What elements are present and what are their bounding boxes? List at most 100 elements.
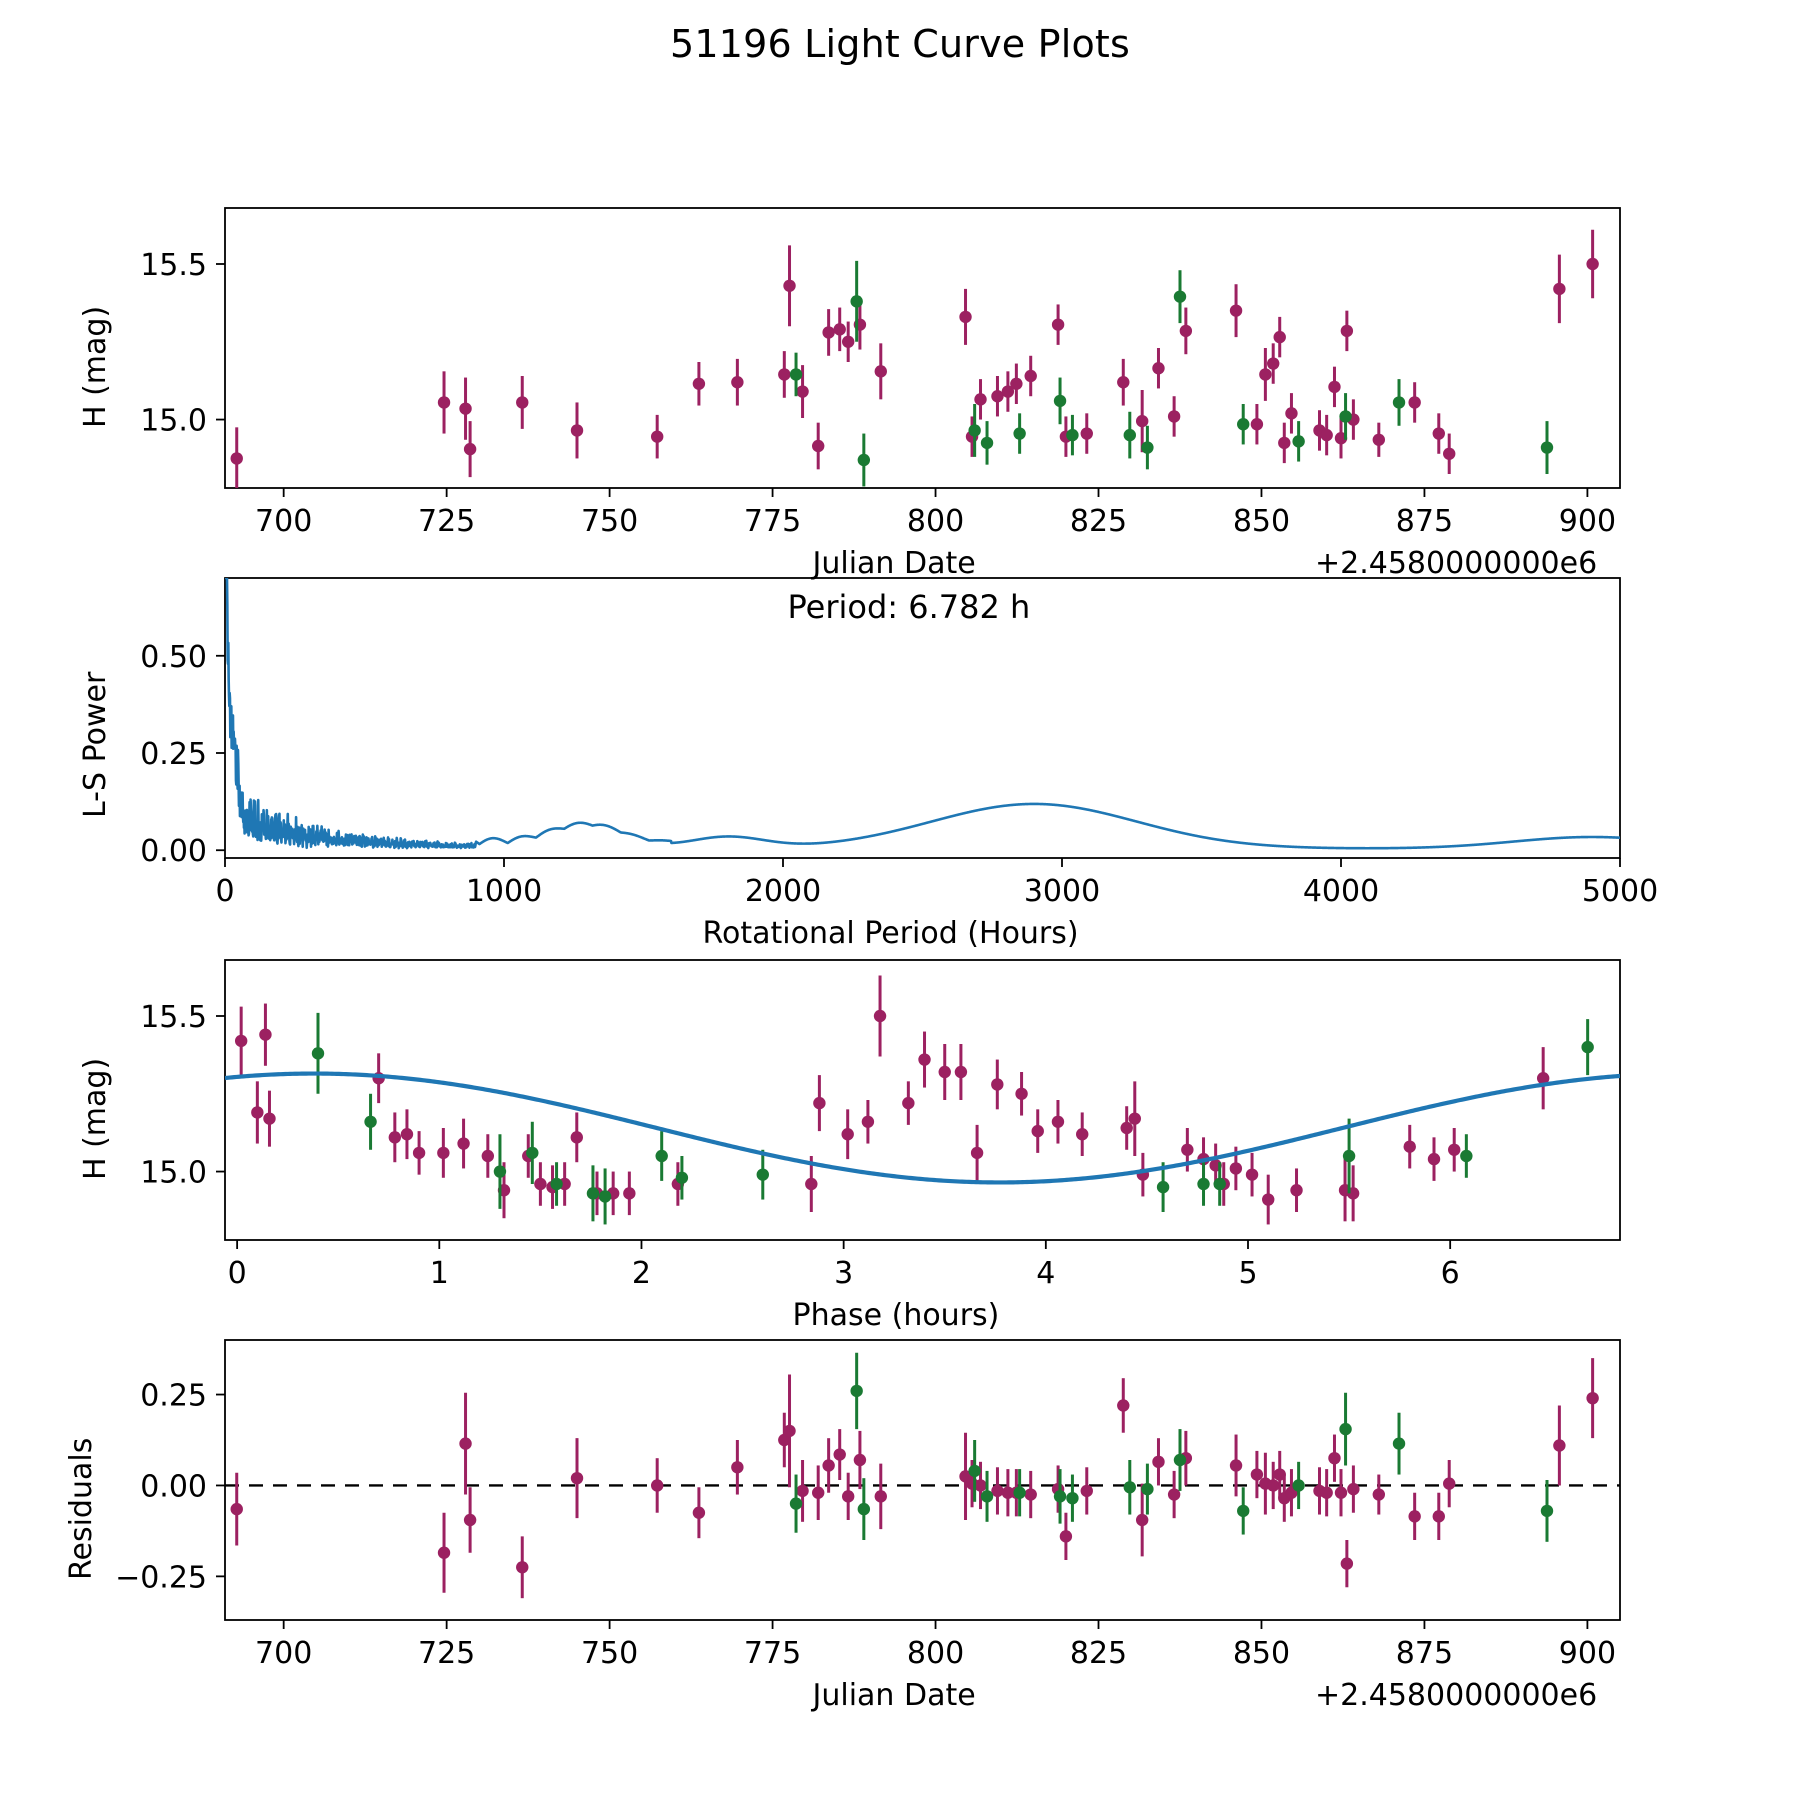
lightcurve-data-point — [778, 368, 791, 381]
lightcurve-data-point — [1273, 330, 1286, 344]
phase-data-point — [251, 1106, 264, 1119]
residuals-data-point — [1167, 1488, 1181, 1501]
lightcurve-x-tick-label: 875 — [1396, 504, 1453, 539]
residuals-data-point — [1152, 1455, 1165, 1469]
residuals-data-point — [1292, 1479, 1305, 1492]
phase-data-point — [570, 1131, 583, 1144]
lightcurve-data-point — [570, 424, 584, 437]
residuals-x-tick-label: 900 — [1559, 1636, 1616, 1671]
phase-data-point — [598, 1190, 612, 1203]
phase-data-point — [991, 1078, 1004, 1091]
residuals-data-point — [1553, 1439, 1566, 1452]
phase-data-point — [756, 1168, 769, 1181]
lightcurve-data-point — [1292, 435, 1305, 448]
lightcurve-data-point — [692, 377, 706, 390]
lightcurve-data-point — [1339, 410, 1352, 423]
lightcurve-data-point — [1051, 318, 1065, 331]
phase-data-point — [311, 1047, 325, 1060]
residuals-data-point — [1372, 1488, 1386, 1501]
lightcurve-data-point — [1328, 380, 1341, 394]
phase-x-tick-label: 1 — [430, 1256, 449, 1291]
residuals-x-tick-label: 700 — [255, 1636, 312, 1671]
residuals-data-point — [1347, 1482, 1360, 1496]
residuals-data-point — [1229, 1459, 1243, 1472]
phase-data-point — [1015, 1087, 1028, 1100]
periodogram-y-tick-label: 0.25 — [140, 737, 207, 772]
lightcurve-data-point — [1408, 396, 1421, 409]
periodogram-power-curve — [225, 578, 1620, 850]
phase-data-point — [1460, 1149, 1473, 1163]
phase-data-point — [1229, 1162, 1243, 1175]
lightcurve-data-point — [1237, 418, 1250, 431]
phase-data-point — [1536, 1072, 1550, 1085]
residuals-data-point — [796, 1484, 809, 1498]
phase-data-point — [1128, 1112, 1141, 1125]
phase-x-tick-label: 3 — [834, 1256, 853, 1291]
residuals-data-point — [1250, 1468, 1264, 1481]
lightcurve-data-point — [1024, 369, 1037, 383]
lightcurve-data-point — [974, 393, 987, 406]
phase-data-point — [938, 1065, 951, 1079]
lightcurve-data-point — [980, 436, 994, 450]
residuals-data-point — [1237, 1504, 1250, 1518]
residuals-data-point — [1339, 1422, 1352, 1436]
phase-x-tick-label: 2 — [632, 1256, 651, 1291]
phase-data-point — [841, 1128, 854, 1141]
residuals-data-point — [1408, 1510, 1421, 1523]
phase-data-point — [259, 1028, 272, 1041]
residuals-data-point — [833, 1448, 846, 1461]
phase-data-point — [457, 1137, 470, 1150]
phase-data-point — [1448, 1143, 1461, 1156]
lightcurve-data-point — [1392, 396, 1406, 409]
residuals-y-tick-label: 0.25 — [140, 1379, 207, 1414]
lightcurve-y-tick-label: 15.5 — [140, 248, 207, 283]
lightcurve-data-point — [1173, 290, 1187, 303]
residuals-data-point — [974, 1479, 987, 1492]
residuals-axes-frame — [224, 1339, 1621, 1621]
lightcurve-data-point — [1053, 394, 1067, 408]
lightcurve-data-point — [968, 424, 981, 437]
lightcurve-x-offset-text: +2.4580000000e6 — [1315, 546, 1598, 581]
residuals-data-point — [1123, 1481, 1136, 1494]
phase-data-point — [623, 1187, 636, 1200]
residuals-x-tick-label: 775 — [744, 1636, 801, 1671]
lightcurve-data-point — [1259, 368, 1272, 381]
residuals-x-tick-label: 850 — [1233, 1636, 1290, 1671]
lightcurve-data-point — [459, 402, 472, 415]
phase-data-point — [1262, 1193, 1275, 1206]
lightcurve-data-point — [650, 430, 664, 443]
lightcurve-data-point — [1135, 414, 1149, 428]
residuals-data-point — [783, 1424, 796, 1438]
lightcurve-data-point — [812, 439, 825, 453]
residuals-data-point — [1340, 1557, 1354, 1570]
residuals-data-point — [1024, 1488, 1037, 1501]
phase-data-point — [364, 1115, 377, 1128]
lightcurve-data-point — [1320, 428, 1333, 442]
residuals-data-point — [968, 1464, 981, 1478]
phase-data-point — [1245, 1168, 1259, 1181]
residuals-data-point — [1080, 1484, 1093, 1498]
residuals-data-point — [991, 1484, 1004, 1498]
residuals-data-point — [853, 1453, 867, 1467]
lightcurve-data-point — [1117, 376, 1130, 389]
phase-data-point — [805, 1177, 818, 1191]
residuals-data-point — [1586, 1391, 1599, 1405]
residuals-data-point — [1540, 1504, 1554, 1518]
phase-data-point — [388, 1131, 402, 1144]
periodogram-x-axis-label: Rotational Period (Hours) — [702, 916, 1079, 951]
residuals-data-point — [516, 1561, 529, 1574]
phase-data-point — [400, 1128, 414, 1141]
lightcurve-data-point — [1010, 377, 1023, 390]
lightcurve-data-point — [1340, 324, 1354, 338]
residuals-data-point — [1059, 1530, 1073, 1543]
residuals-data-point — [1117, 1399, 1130, 1412]
lightcurve-data-point — [822, 326, 835, 339]
lightcurve-data-point — [850, 295, 863, 308]
phase-data-point — [861, 1115, 875, 1128]
lightcurve-data-point — [1278, 436, 1291, 450]
residuals-x-tick-label: 750 — [581, 1636, 638, 1671]
residuals-data-point — [874, 1490, 887, 1503]
lightcurve-data-point — [874, 365, 887, 378]
